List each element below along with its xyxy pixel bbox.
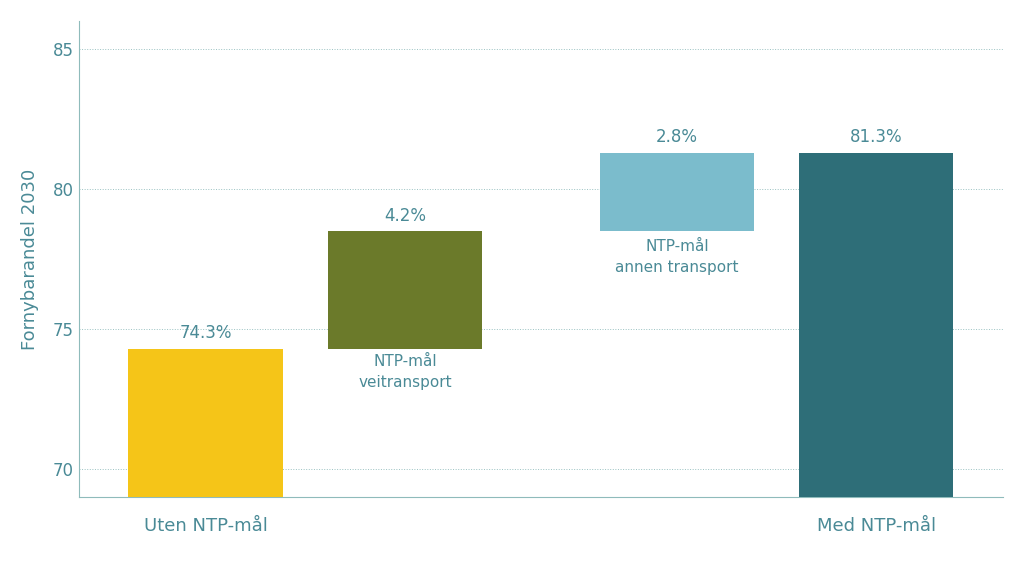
Text: NTP-mål
annen transport: NTP-mål annen transport bbox=[615, 239, 738, 276]
Bar bbox=[128, 349, 283, 497]
Text: Med NTP-mål: Med NTP-mål bbox=[817, 517, 936, 535]
Text: 81.3%: 81.3% bbox=[850, 128, 902, 146]
Bar bbox=[799, 153, 953, 497]
Text: 2.8%: 2.8% bbox=[655, 128, 697, 146]
Bar bbox=[600, 153, 754, 231]
Y-axis label: Fornybarandel 2030: Fornybarandel 2030 bbox=[20, 168, 39, 350]
Text: 4.2%: 4.2% bbox=[384, 208, 426, 225]
Text: 74.3%: 74.3% bbox=[179, 324, 231, 342]
Bar bbox=[328, 231, 482, 349]
Text: NTP-mål
veitransport: NTP-mål veitransport bbox=[358, 355, 452, 390]
Text: Uten NTP-mål: Uten NTP-mål bbox=[143, 517, 267, 535]
